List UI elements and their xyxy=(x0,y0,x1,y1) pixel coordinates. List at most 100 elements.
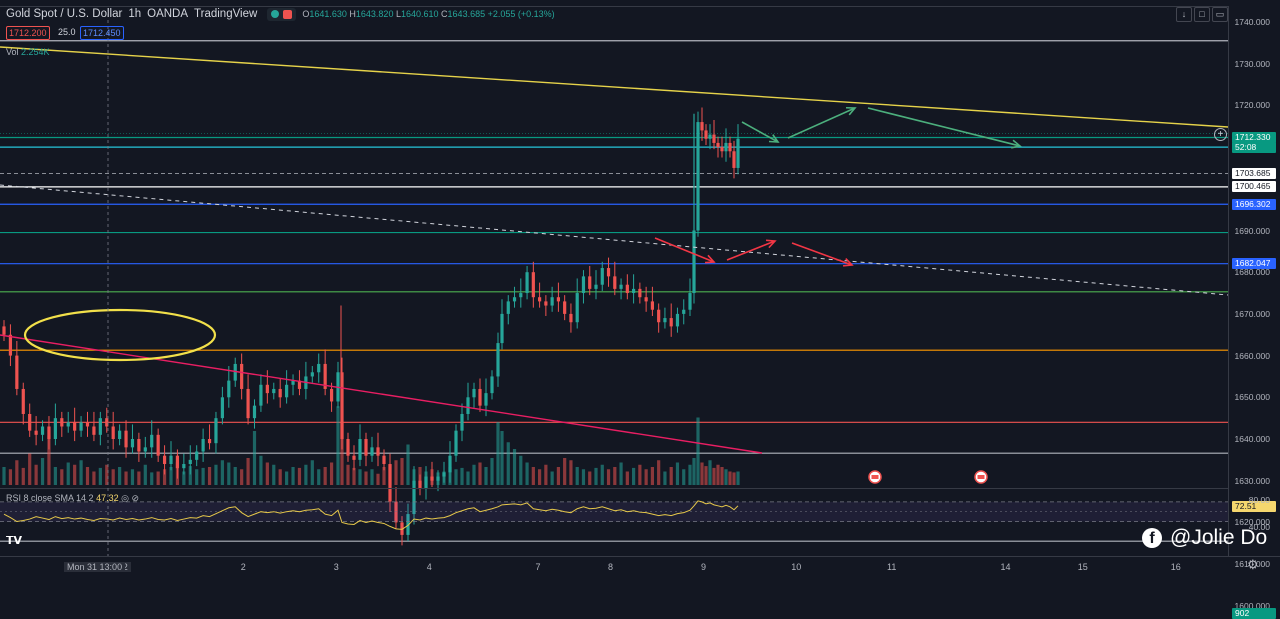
volume-bar xyxy=(370,469,374,485)
candle-body xyxy=(569,313,573,323)
candle-body xyxy=(716,142,720,148)
candle-body xyxy=(92,426,96,435)
price-chart[interactable] xyxy=(0,0,1280,575)
tradingview-logo-icon[interactable]: 𝗧𝗩 xyxy=(6,535,23,547)
candle-body xyxy=(436,476,440,481)
candle-body xyxy=(519,293,523,298)
settings-pane-icon[interactable]: ▭ xyxy=(1212,7,1228,22)
volume-bar xyxy=(708,460,712,485)
volume-bar xyxy=(182,471,186,485)
volume-bar xyxy=(382,467,386,485)
rsi-legend[interactable]: RSI 8 close SMA 14 2 47.32 ◎ ⊘ xyxy=(6,493,139,504)
volume-bar xyxy=(53,467,57,485)
maximize-pane-icon[interactable]: □ xyxy=(1194,7,1210,22)
time-axis-tick: 7 xyxy=(535,562,541,572)
candle-body xyxy=(600,268,604,285)
volume-bar xyxy=(240,469,244,485)
candle-body xyxy=(394,501,398,523)
volume-bar xyxy=(657,460,661,485)
volume-bar xyxy=(317,469,321,485)
candle-body xyxy=(66,422,70,427)
volume-bar xyxy=(329,462,334,485)
volume-bar xyxy=(544,464,548,485)
symbol-legend[interactable]: Gold Spot / U.S. Dollar 1h OANDA Trading… xyxy=(6,6,555,22)
volume-bar xyxy=(252,431,257,485)
candle-body xyxy=(214,418,218,444)
move-down-icon[interactable]: ↓ xyxy=(1176,7,1192,22)
volume-bar xyxy=(466,471,470,485)
spread-value: 25.0 xyxy=(58,27,76,37)
candle-body xyxy=(34,430,38,435)
volume-bar xyxy=(310,460,314,485)
horizontal-levels[interactable] xyxy=(0,40,1228,542)
time-axis-tick: 13:00 xyxy=(96,562,126,572)
volume-bar xyxy=(376,473,380,485)
volume-bar xyxy=(613,467,617,485)
buy-price-button[interactable]: 1712.450 xyxy=(80,26,124,40)
volume-bar xyxy=(600,464,604,485)
candle-body xyxy=(2,326,6,335)
symbol-name[interactable]: Gold Spot / U.S. Dollar xyxy=(6,8,123,20)
time-axis-tick: 9 xyxy=(701,562,707,572)
candle-body xyxy=(227,380,231,398)
candle-body xyxy=(291,380,295,385)
price-axis-tick: 1640.000 xyxy=(1234,434,1270,444)
candle-body xyxy=(700,122,704,131)
sell-price-button[interactable]: 1712.200 xyxy=(6,26,50,40)
rsi-visibility-icon[interactable]: ◎ ⊘ xyxy=(121,493,140,503)
volume-bar xyxy=(73,464,77,485)
drawing-annotations[interactable] xyxy=(0,46,1229,484)
rsi-label: RSI 8 close SMA 14 2 xyxy=(6,493,94,503)
price-axis-tick: 1620.000 xyxy=(1234,517,1270,528)
volume-bar xyxy=(340,422,344,485)
candle-body xyxy=(632,288,636,294)
volume-bar xyxy=(692,458,696,485)
green-arrow xyxy=(867,107,1021,147)
volume-bar xyxy=(214,464,218,485)
volume-bar xyxy=(556,467,560,485)
green-arrow xyxy=(741,121,779,143)
green-arrow-head xyxy=(1011,139,1022,149)
volume-label: Vol xyxy=(6,47,19,57)
candle-body xyxy=(358,439,362,460)
volume-bar xyxy=(594,467,598,485)
facebook-icon: f xyxy=(1142,528,1162,548)
candle-body xyxy=(207,439,212,444)
candle-body xyxy=(657,309,661,323)
candle-body xyxy=(162,455,167,465)
volume-bar xyxy=(79,460,83,485)
candle-body xyxy=(297,380,302,389)
add-alert-icon[interactable]: + xyxy=(1214,128,1227,141)
volume-bar xyxy=(712,467,716,485)
candle-body xyxy=(594,284,598,289)
candle-body xyxy=(720,147,724,152)
candle-body xyxy=(563,301,567,314)
candle-body xyxy=(500,313,504,344)
volume-bar xyxy=(531,467,535,485)
gear-icon[interactable]: ⚙ xyxy=(1247,557,1259,572)
candle-body xyxy=(496,343,500,377)
ohlc-open: 1641.630 xyxy=(309,9,347,19)
red-arrow xyxy=(726,240,776,261)
candle-body xyxy=(285,384,289,398)
candle-body xyxy=(472,388,476,398)
volume-bar xyxy=(490,458,494,485)
candle-body xyxy=(478,388,482,406)
volume-bar xyxy=(696,417,700,485)
candle-body xyxy=(712,134,716,143)
volume-bar xyxy=(484,467,488,485)
symbol-interval[interactable]: 1h xyxy=(128,8,142,20)
candle-body xyxy=(454,430,458,456)
ohlc-low: 1640.610 xyxy=(400,9,439,19)
candle-body xyxy=(150,434,154,448)
candle-body xyxy=(466,397,470,414)
candle-body xyxy=(704,130,708,139)
volume-bar xyxy=(500,431,504,485)
volume-bar xyxy=(506,442,510,485)
volume-bar xyxy=(588,471,592,485)
time-axis-tick: 10 xyxy=(791,562,802,572)
volume-legend[interactable]: Vol 2.254K xyxy=(6,47,50,57)
volume-bar xyxy=(201,467,205,485)
volume-bar xyxy=(406,444,410,485)
candle-body xyxy=(370,447,374,456)
